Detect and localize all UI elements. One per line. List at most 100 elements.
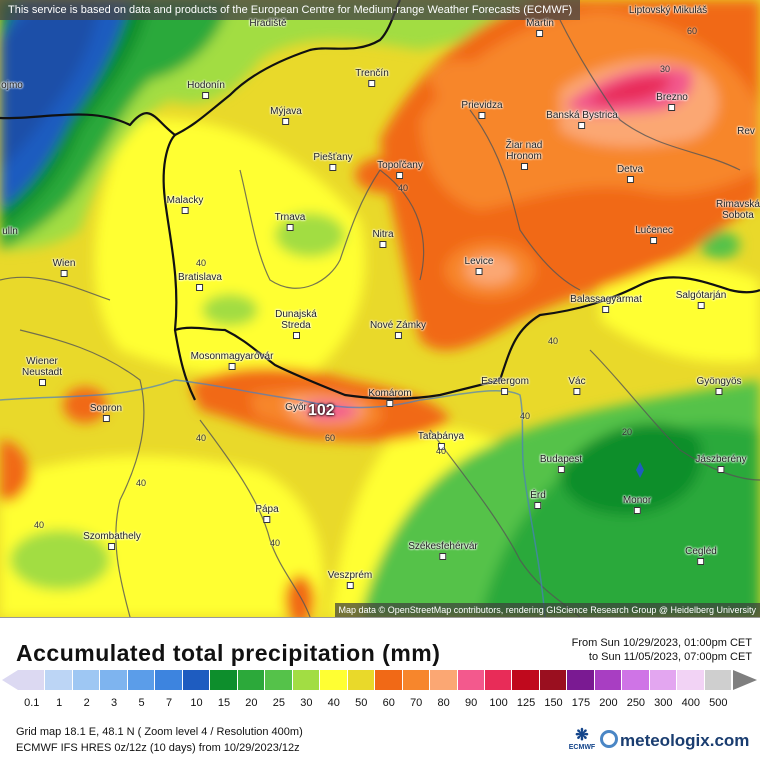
city-label: Piešťany — [313, 152, 353, 171]
ecmwf-logo[interactable]: ❋ ECMWF — [568, 727, 596, 752]
scale-swatch — [347, 670, 376, 690]
scale-swatch — [484, 670, 513, 690]
city-label: Liptovský Mikuláš — [628, 5, 708, 16]
scale-tick-label: 40 — [327, 697, 340, 709]
scale-tick-label: 15 — [217, 697, 231, 709]
scale-tick-label: 10 — [190, 697, 203, 709]
city-label: Gyöngyös — [696, 376, 742, 395]
scale-swatch — [210, 670, 238, 690]
scale-tick-label: 2 — [83, 697, 90, 709]
scale-tick-label: 300 — [654, 697, 673, 709]
model-info: ECMWF IFS HRES 0z/12z (10 days) from 10/… — [16, 742, 300, 754]
grid-info: Grid map 18.1 E, 48.1 N ( Zoom level 4 /… — [16, 726, 303, 738]
scale-swatch — [155, 670, 183, 690]
meteologix-logo[interactable]: meteologix.com — [600, 730, 749, 751]
scale-tick-label: 80 — [437, 697, 450, 709]
city-label: Wien — [53, 258, 75, 277]
city-label: ojmo — [1, 80, 23, 91]
scale-swatch — [72, 670, 101, 690]
city-label: Budapest — [540, 454, 582, 473]
scale-tick-label: 200 — [599, 697, 618, 709]
scale-swatch — [18, 670, 46, 690]
scale-tick-label: 100 — [489, 697, 508, 709]
city-label: Trenčín — [355, 68, 389, 87]
scale-tick-label: 0.1 — [24, 697, 40, 709]
city-label: Vác — [568, 376, 586, 395]
city-label: Hodonín — [187, 80, 225, 99]
period-to: to Sun 11/05/2023, 07:00pm CET — [588, 651, 752, 663]
scale-swatch — [677, 670, 705, 690]
ecmwf-logo-icon: ❋ — [575, 727, 589, 744]
legend-panel: Accumulated total precipitation (mm) Fro… — [0, 617, 760, 760]
scale-tick-label: 500 — [709, 697, 728, 709]
scale-swatch — [594, 670, 623, 690]
scale-tick-label: 250 — [626, 697, 646, 709]
scale-swatch — [237, 670, 266, 690]
contour-label: 40 — [196, 433, 207, 443]
scale-swatch — [622, 670, 650, 690]
city-label: Mosonmagyaróvár — [191, 351, 273, 370]
scale-swatch — [649, 670, 678, 690]
city-label: Trnava — [275, 212, 305, 231]
scale-swatch — [292, 670, 321, 690]
city-label: Komárom — [368, 388, 412, 407]
city-label: Érd — [530, 490, 546, 509]
scale-swatch — [375, 670, 403, 690]
city-label: Žiar nad Hronom — [497, 140, 551, 170]
scale-tick-label: 125 — [516, 697, 536, 709]
city-label: Wiener Neustadt — [16, 356, 68, 386]
period-from: From Sun 10/29/2023, 01:00pm CET — [571, 637, 752, 649]
scale-tick-label: 5 — [138, 697, 145, 709]
scale-tick-label: 175 — [571, 697, 591, 709]
contour-label: 30 — [660, 64, 671, 74]
color-scale-bar — [18, 670, 733, 690]
scale-max-arrow-icon — [733, 670, 757, 690]
city-label: Esztergom — [481, 376, 529, 395]
forecast-period: From Sun 10/29/2023, 01:00pm CET to Sun … — [572, 636, 752, 664]
city-label: Cegléd — [685, 546, 717, 565]
scale-tick-label: 7 — [165, 697, 173, 709]
scale-swatch — [320, 670, 348, 690]
city-label: Szombathely — [83, 531, 141, 550]
contour-label: 40 — [34, 520, 45, 530]
scale-swatch — [704, 670, 733, 690]
city-label: Lučenec — [635, 225, 673, 244]
city-label: Monor — [623, 495, 651, 514]
city-label: Pápa — [255, 504, 279, 523]
contour-label: 40 — [548, 336, 559, 346]
city-label: Rev — [737, 126, 755, 137]
scale-min-arrow-icon — [2, 670, 18, 690]
scale-tick-label: 50 — [355, 697, 368, 709]
city-label: Salgótarján — [676, 290, 726, 309]
map-canvas — [0, 0, 760, 617]
city-label: Tatabánya — [418, 431, 464, 450]
scale-tick-label: 70 — [410, 697, 423, 709]
peak-precipitation-value: 102 — [308, 402, 335, 419]
contour-label: 60 — [687, 26, 698, 36]
city-label: Topoľčany — [377, 160, 423, 179]
scale-swatch — [430, 670, 458, 690]
color-scale-ticks: 0.1 1 2 3 5 7 10 15 20 25 30 40 50 60 70 80 90 100 125 150 1… — [18, 697, 732, 711]
city-label: Veszprém — [328, 570, 372, 589]
scale-tick-label: 30 — [300, 697, 313, 709]
city-label: Hradiště — [249, 18, 287, 29]
city-label: Győr — [285, 402, 307, 413]
city-label: Mýjava — [270, 106, 302, 125]
contour-label: 40 — [196, 258, 207, 268]
scale-swatch — [567, 670, 595, 690]
city-label: Nové Zámky — [370, 320, 426, 339]
scale-swatch — [512, 670, 540, 690]
city-label: Banská Bystrica — [546, 110, 618, 129]
scale-swatch — [457, 670, 485, 690]
scale-tick-label: 25 — [272, 697, 285, 709]
scale-tick-label: 20 — [245, 697, 258, 709]
scale-swatch — [127, 670, 156, 690]
scale-swatch — [539, 670, 568, 690]
city-label: Rimavská Sobota — [716, 199, 760, 221]
contour-label: 40 — [136, 478, 147, 488]
precipitation-map[interactable]: This service is based on data and produc… — [0, 0, 760, 617]
city-label: Martin — [526, 18, 554, 37]
scale-swatch — [182, 670, 211, 690]
city-label: Prievidza — [461, 100, 503, 119]
city-label: Dunajská Streda — [266, 309, 326, 339]
